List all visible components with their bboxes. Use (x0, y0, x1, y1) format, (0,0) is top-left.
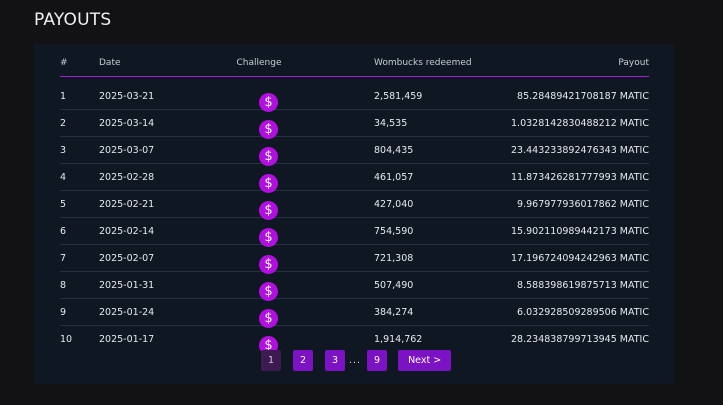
table-header: # Date Challenge Wombucks redeemed Payou… (60, 58, 649, 77)
row-wombucks: 721,308 (374, 253, 414, 264)
payouts-panel: # Date Challenge Wombucks redeemed Payou… (34, 44, 674, 384)
row-date: 2025-03-14 (99, 118, 155, 129)
row-num: 6 (60, 226, 67, 237)
row-payout: 8.588398619875713 MATIC (517, 280, 649, 291)
header-challenge: Challenge (236, 58, 282, 68)
row-num: 5 (60, 199, 67, 210)
dollar-coin-icon[interactable]: $ (259, 201, 278, 220)
table-row: 9 2025-01-24 $ 384,274 6.032928509289506… (60, 299, 649, 328)
row-wombucks: 507,490 (374, 280, 414, 291)
row-date: 2025-01-17 (99, 334, 155, 345)
payouts-table-body: 1 2025-03-21 $ 2,581,459 85.284894217081… (60, 83, 649, 355)
row-payout: 23.443233892476343 MATIC (511, 145, 649, 156)
header-date: Date (99, 58, 121, 68)
row-date: 2025-02-21 (99, 199, 155, 210)
dollar-coin-icon[interactable]: $ (259, 93, 278, 112)
row-date: 2025-02-28 (99, 172, 155, 183)
row-payout: 28.234838799713945 MATIC (511, 334, 649, 345)
row-date: 2025-01-31 (99, 280, 155, 291)
dollar-coin-icon[interactable]: $ (259, 228, 278, 247)
page-button-last[interactable]: 9 (367, 349, 388, 371)
row-num: 9 (60, 307, 67, 318)
row-date: 2025-03-21 (99, 91, 155, 102)
row-payout: 6.032928509289506 MATIC (517, 307, 649, 318)
row-wombucks: 2,581,459 (374, 91, 423, 102)
row-payout: 85.28489421708187 MATIC (517, 91, 649, 102)
page-button-3[interactable]: 3 (325, 349, 345, 371)
row-date: 2025-02-14 (99, 226, 155, 237)
table-row: 7 2025-02-07 $ 721,308 17.19672409424296… (60, 245, 649, 274)
row-date: 2025-02-07 (99, 253, 155, 264)
pagination: 1 2 3 ... 9 Next > (261, 349, 452, 371)
table-row: 4 2025-02-28 $ 461,057 11.87342628177799… (60, 164, 649, 193)
table-row: 8 2025-01-31 $ 507,490 8.588398619875713… (60, 272, 649, 301)
table-row: 2 2025-03-14 $ 34,535 1.0328142830488212… (60, 110, 649, 139)
row-payout: 17.196724094242963 MATIC (511, 253, 649, 264)
row-wombucks: 754,590 (374, 226, 414, 237)
page-button-1[interactable]: 1 (261, 349, 281, 371)
header-wombucks: Wombucks redeemed (374, 58, 472, 68)
row-num: 7 (60, 253, 67, 264)
dollar-coin-icon[interactable]: $ (259, 282, 278, 301)
dollar-coin-icon[interactable]: $ (259, 147, 278, 166)
row-date: 2025-01-24 (99, 307, 155, 318)
dollar-coin-icon[interactable]: $ (259, 255, 278, 274)
row-payout: 11.873426281777993 MATIC (511, 172, 649, 183)
row-payout: 9.967977936017862 MATIC (517, 199, 649, 210)
row-num: 4 (60, 172, 67, 183)
row-payout: 15.902110989442173 MATIC (511, 226, 649, 237)
row-wombucks: 427,040 (374, 199, 414, 210)
page-button-2[interactable]: 2 (293, 349, 313, 371)
table-row: 6 2025-02-14 $ 754,590 15.90211098944217… (60, 218, 649, 247)
header-num: # (60, 58, 68, 68)
row-num: 10 (60, 334, 73, 345)
pagination-ellipsis: ... (349, 354, 362, 366)
row-wombucks: 384,274 (374, 307, 414, 318)
row-num: 3 (60, 145, 67, 156)
next-page-button[interactable]: Next > (398, 349, 452, 371)
row-date: 2025-03-07 (99, 145, 155, 156)
dollar-coin-icon[interactable]: $ (259, 174, 278, 193)
table-row: 5 2025-02-21 $ 427,040 9.967977936017862… (60, 191, 649, 220)
table-row: 3 2025-03-07 $ 804,435 23.44323389247634… (60, 137, 649, 166)
row-wombucks: 804,435 (374, 145, 414, 156)
row-wombucks: 461,057 (374, 172, 414, 183)
page-title: PAYOUTS (34, 10, 112, 30)
header-payout: Payout (618, 58, 649, 68)
row-num: 2 (60, 118, 67, 129)
dollar-coin-icon[interactable]: $ (259, 309, 278, 328)
dollar-coin-icon[interactable]: $ (259, 120, 278, 139)
table-row: 1 2025-03-21 $ 2,581,459 85.284894217081… (60, 83, 649, 112)
row-payout: 1.0328142830488212 MATIC (511, 118, 649, 129)
row-wombucks: 34,535 (374, 118, 408, 129)
row-num: 8 (60, 280, 67, 291)
row-num: 1 (60, 91, 67, 102)
row-wombucks: 1,914,762 (374, 334, 423, 345)
